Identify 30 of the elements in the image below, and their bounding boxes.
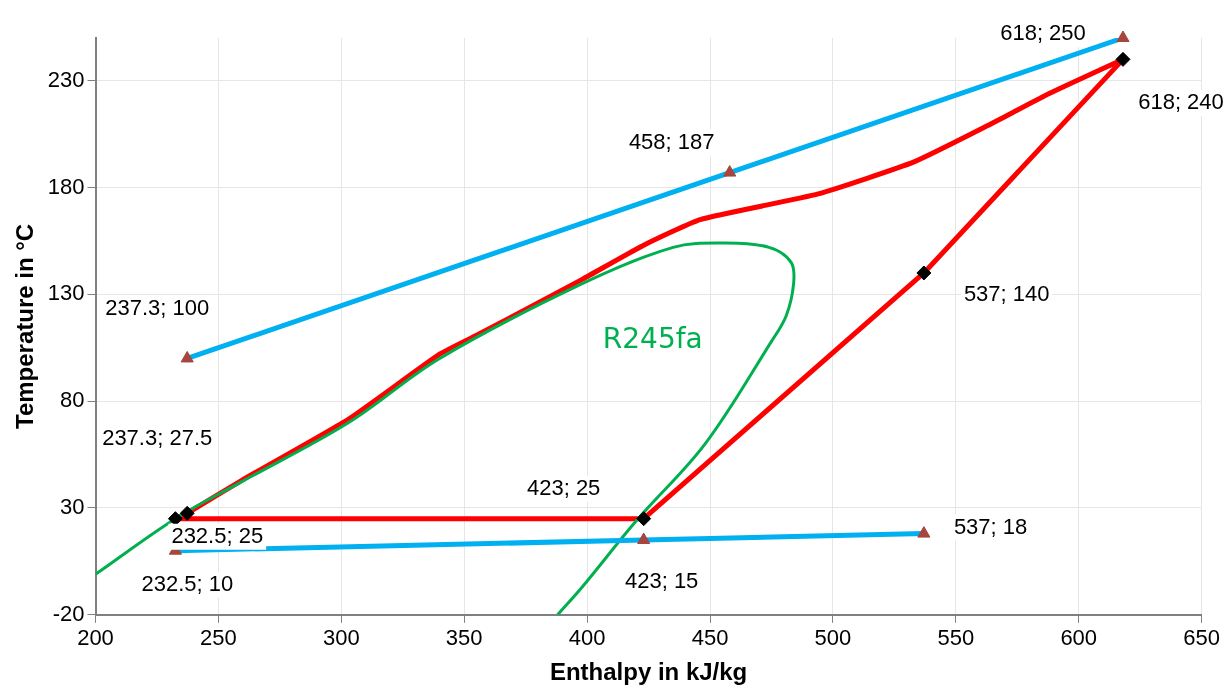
x-tick-label: 600 — [1060, 625, 1098, 651]
x-axis-title: Enthalpy in kJ/kg — [549, 658, 748, 686]
x-tick-label: 250 — [200, 625, 237, 651]
x-tick-label: 350 — [445, 625, 483, 651]
annotation: 232.5; 10 — [141, 570, 234, 596]
x-tick-label: 500 — [814, 625, 852, 651]
x-tick-label: 450 — [691, 625, 729, 651]
y-tick-label: 80 — [60, 387, 85, 413]
annotation: 237.3; 27.5 — [102, 425, 213, 451]
annotation: 232.5; 25 — [171, 522, 264, 548]
annotation: 618; 250 — [1000, 20, 1086, 46]
y-tick-label: 180 — [47, 173, 85, 199]
y-tick-label: 230 — [47, 66, 85, 92]
annotation: 537; 18 — [953, 513, 1028, 539]
annotation: 618; 240 — [1138, 89, 1224, 115]
y-tick-label: 130 — [47, 280, 85, 306]
annotation: 458; 187 — [628, 128, 715, 154]
x-tick-label: 650 — [1183, 625, 1221, 651]
y-tick-label: -20 — [52, 600, 85, 626]
y-tick-label: 30 — [60, 494, 85, 520]
x-tick-label: 300 — [322, 625, 360, 651]
x-tick-label: 200 — [77, 625, 114, 651]
annotation: 537; 140 — [963, 281, 1050, 307]
annotation: 237.3; 100 — [105, 294, 210, 320]
annotation: 423; 25 — [526, 474, 601, 500]
x-tick-label: 550 — [937, 625, 975, 651]
x-tick-label: 400 — [568, 625, 606, 651]
series-label: R245fa — [602, 322, 703, 356]
annotation: 423; 15 — [624, 568, 699, 594]
y-axis-title: Temperature in °C — [11, 223, 39, 429]
